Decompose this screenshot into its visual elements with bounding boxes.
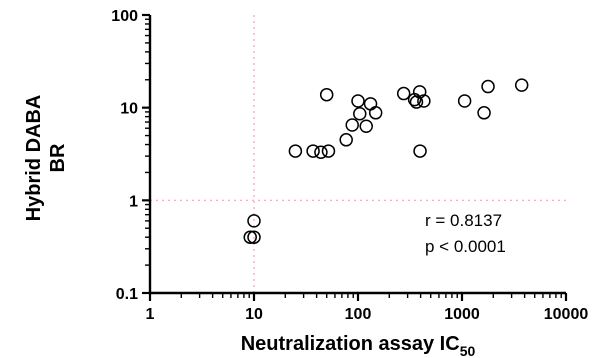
y-tick-label: 1 xyxy=(129,193,138,210)
x-tick-label: 1000 xyxy=(444,306,480,323)
data-point xyxy=(359,119,373,134)
y-tick-label: 0.1 xyxy=(116,286,138,303)
x-tick-label: 1 xyxy=(146,306,155,323)
data-point xyxy=(247,214,261,228)
data-points xyxy=(243,78,529,244)
data-point xyxy=(243,230,257,244)
data-point xyxy=(477,106,491,120)
data-point xyxy=(457,94,472,108)
y-tick-label: 100 xyxy=(111,8,138,25)
correlation-annotation: r = 0.8137 xyxy=(425,211,502,230)
data-point xyxy=(314,145,328,160)
data-point xyxy=(417,94,431,108)
data-point xyxy=(345,118,359,132)
data-point xyxy=(306,144,320,158)
data-point xyxy=(247,230,261,244)
y-axis-title: Hybrid DABA BR xyxy=(23,95,69,222)
y-axis-title-line-1: Hybrid DABA xyxy=(23,95,45,222)
data-point xyxy=(514,78,529,92)
x-tick-label: 10 xyxy=(245,306,263,323)
data-point xyxy=(351,94,365,108)
x-tick-label: 100 xyxy=(345,306,372,323)
data-point xyxy=(396,86,411,101)
reference-lines xyxy=(150,15,566,293)
x-tick-label: 10000 xyxy=(544,306,589,323)
data-point xyxy=(481,79,495,94)
x-axis-title-main: Neutralization assay IC xyxy=(241,333,460,355)
data-point xyxy=(353,106,367,121)
p-value-annotation: p < 0.0001 xyxy=(425,237,506,256)
data-point xyxy=(288,144,303,158)
y-axis-title-line-2: BR xyxy=(47,143,69,172)
data-point xyxy=(321,144,336,158)
data-point xyxy=(368,106,383,120)
x-axis-title-subscript: 50 xyxy=(460,343,476,358)
data-point xyxy=(363,97,378,111)
data-point xyxy=(339,133,353,147)
x-axis-title: Neutralization assay IC50 xyxy=(241,333,476,358)
axes: 1 10 100 1000 10000 0.1 1 10 100 xyxy=(111,8,588,323)
data-point xyxy=(412,85,427,99)
data-point xyxy=(319,87,334,102)
y-tick-label: 10 xyxy=(120,101,138,118)
data-point xyxy=(413,144,427,158)
